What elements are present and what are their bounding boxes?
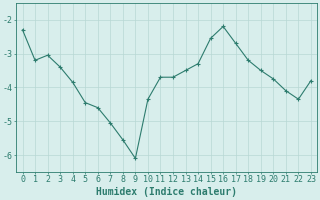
X-axis label: Humidex (Indice chaleur): Humidex (Indice chaleur) xyxy=(96,187,237,197)
